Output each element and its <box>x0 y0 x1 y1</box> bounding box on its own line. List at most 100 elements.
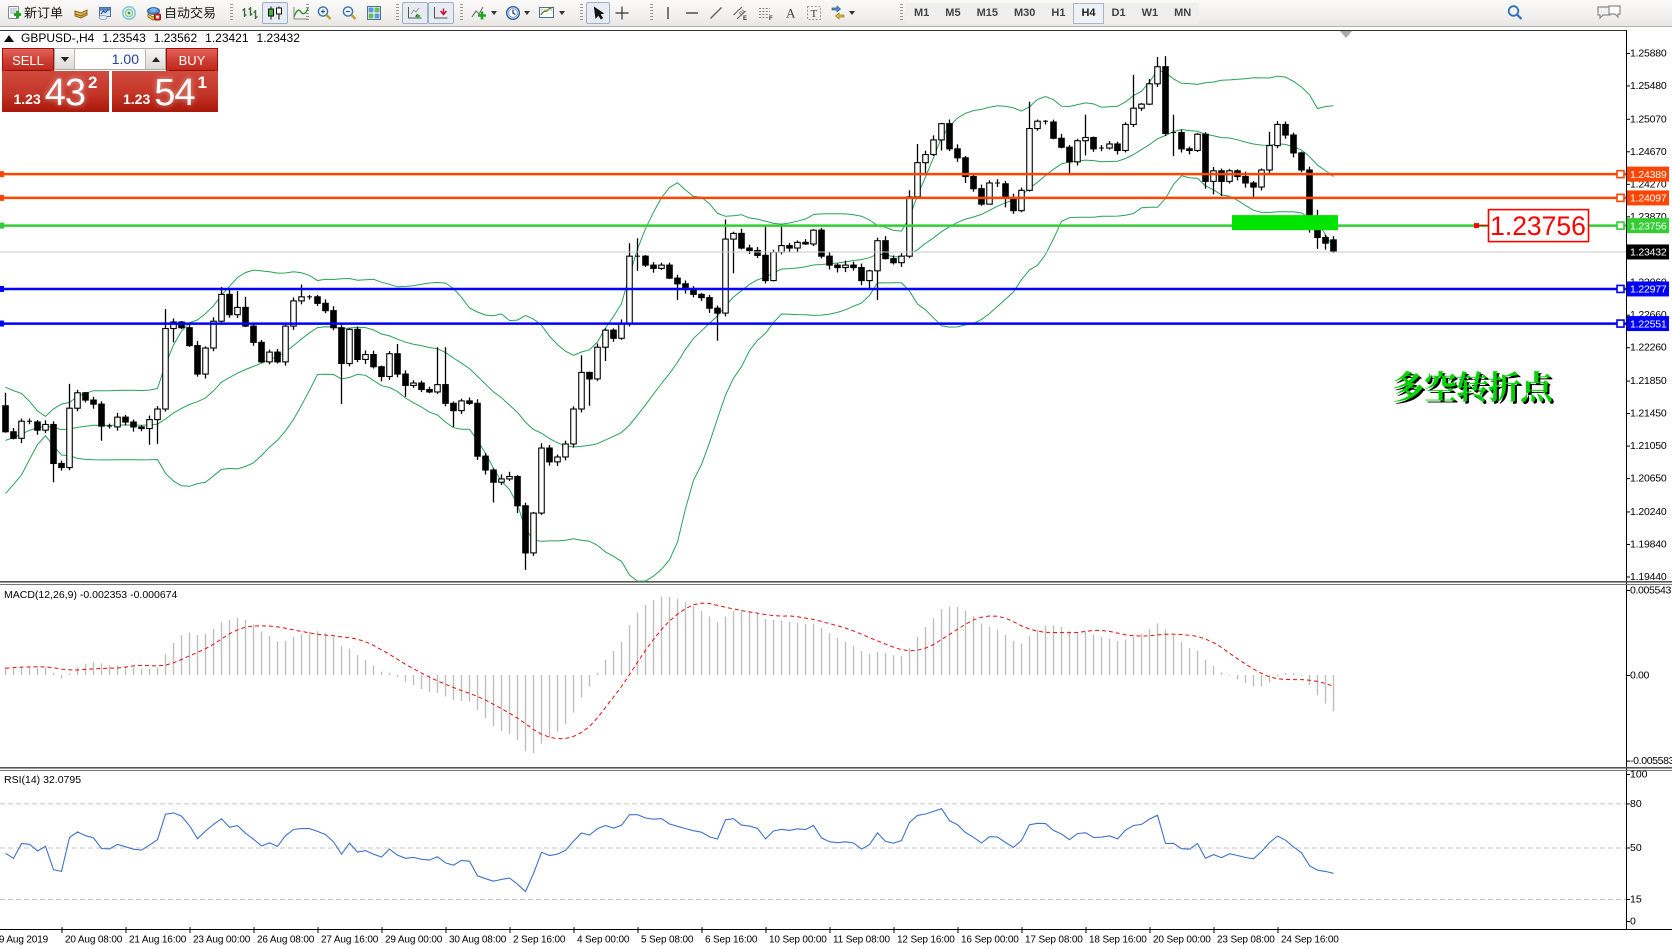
candle-bear[interactable] <box>322 302 329 312</box>
candle-bear[interactable] <box>34 421 41 431</box>
candle-bull[interactable] <box>562 443 569 458</box>
candle-bull[interactable] <box>658 264 665 269</box>
candle-bull[interactable] <box>42 423 49 431</box>
periods-button[interactable] <box>501 2 534 24</box>
candle-bear[interactable] <box>946 123 953 150</box>
candle-bear[interactable] <box>178 321 185 329</box>
candle-bear[interactable] <box>698 293 705 299</box>
candle-bull[interactable] <box>914 162 921 198</box>
candle-bear[interactable] <box>82 392 89 401</box>
timeframe-mn-button[interactable]: MN <box>1166 2 1200 24</box>
candle-bear[interactable] <box>258 341 265 363</box>
candle-bear[interactable] <box>442 384 449 404</box>
candle-bear[interactable] <box>354 328 361 360</box>
candle-bull[interactable] <box>722 238 729 314</box>
candle-bull[interactable] <box>1034 120 1041 130</box>
candle-bear[interactable] <box>1250 182 1257 188</box>
line-right-handle[interactable] <box>1616 284 1625 294</box>
candle-bear[interactable] <box>426 388 433 393</box>
candle-bear[interactable] <box>826 255 833 266</box>
trendline-button[interactable] <box>704 2 728 24</box>
line-right-handle[interactable] <box>1616 193 1625 203</box>
candle-bear[interactable] <box>122 416 129 423</box>
candle-bear[interactable] <box>674 277 681 285</box>
dropdown-caret-icon[interactable] <box>849 11 855 15</box>
timeframe-m1-button[interactable]: M1 <box>906 2 938 24</box>
candle-bull[interactable] <box>842 264 849 269</box>
sell-price-display[interactable]: 1.23 43 2 <box>2 71 109 112</box>
candle-bear[interactable] <box>738 232 745 249</box>
candle-bull[interactable] <box>1274 123 1281 147</box>
candle-bull[interactable] <box>170 321 177 330</box>
candle-bull[interactable] <box>1106 143 1113 149</box>
volume-input[interactable] <box>75 49 145 69</box>
candle-bull[interactable] <box>210 320 217 349</box>
candle-bull[interactable] <box>218 293 225 322</box>
channel-button[interactable]: E <box>728 2 753 24</box>
buy-button[interactable]: BUY <box>166 48 218 71</box>
candle-bear[interactable] <box>1114 143 1121 152</box>
candle-bear[interactable] <box>274 351 281 363</box>
candle-bear[interactable] <box>394 353 401 375</box>
buy-price-display[interactable]: 1.23 54 1 <box>112 71 218 112</box>
candle-bear[interactable] <box>490 469 497 483</box>
candle-bear[interactable] <box>666 264 673 279</box>
candle-bull[interactable] <box>498 478 505 483</box>
candle-bull[interactable] <box>986 182 993 205</box>
candle-bull[interactable] <box>1258 169 1265 188</box>
candle-bull[interactable] <box>1194 133 1201 152</box>
candle-bull[interactable] <box>1018 189 1025 212</box>
candle-bear[interactable] <box>1330 239 1337 253</box>
candle-bull[interactable] <box>154 408 161 421</box>
candle-bear[interactable] <box>1202 133 1209 182</box>
candle-bear[interactable] <box>650 264 657 269</box>
candle-bull[interactable] <box>778 245 785 253</box>
rsi-line[interactable] <box>5 808 1334 893</box>
candle-bull[interactable] <box>898 255 905 264</box>
candle-bear[interactable] <box>882 240 889 260</box>
candle-bear[interactable] <box>746 247 753 252</box>
candle-bull[interactable] <box>66 407 73 469</box>
candle-bear[interactable] <box>402 373 409 386</box>
candle-bear[interactable] <box>970 175 977 190</box>
candle-bear[interactable] <box>330 310 337 329</box>
candle-bear[interactable] <box>1002 183 1009 199</box>
candle-bear[interactable] <box>450 402 457 412</box>
candle-bull[interactable] <box>794 241 801 249</box>
candle-bull[interactable] <box>602 329 609 348</box>
candle-bear[interactable] <box>338 327 345 365</box>
candle-bear[interactable] <box>130 421 137 428</box>
chart-shift-marker-icon[interactable] <box>1340 31 1352 38</box>
candle-bear[interactable] <box>706 297 713 309</box>
candle-bull[interactable] <box>570 408 577 445</box>
candle-bull[interactable] <box>346 328 353 365</box>
candle-bear[interactable] <box>546 447 553 463</box>
bar-chart-button[interactable] <box>236 2 262 24</box>
candle-bear[interactable] <box>834 264 841 269</box>
vertical-line-button[interactable] <box>656 2 680 24</box>
bollinger-middle-band[interactable] <box>5 128 1334 448</box>
candle-bull[interactable] <box>1082 136 1089 142</box>
fibonacci-button[interactable]: F <box>753 2 778 24</box>
volume-increase-button[interactable] <box>145 49 165 69</box>
zoom-out-button[interactable] <box>337 2 362 24</box>
candle-bear[interactable] <box>1050 121 1057 139</box>
cursor-button[interactable] <box>586 2 610 24</box>
candle-bear[interactable] <box>1058 137 1065 148</box>
candle-bull[interactable] <box>410 382 417 386</box>
candle-bear[interactable] <box>2 405 9 433</box>
candle-bear[interactable] <box>610 329 617 339</box>
candle-bull[interactable] <box>146 419 153 430</box>
candle-bull[interactable] <box>434 384 441 393</box>
candle-bull[interactable] <box>538 447 545 514</box>
pane-separator[interactable] <box>0 581 1672 583</box>
macd-signal-line[interactable] <box>5 602 1334 740</box>
candle-bear[interactable] <box>954 148 961 159</box>
candle-bull[interactable] <box>530 512 537 554</box>
candle-bear[interactable] <box>1242 175 1249 184</box>
candle-bull[interactable] <box>730 232 737 240</box>
candle-bear[interactable] <box>1010 197 1017 212</box>
candle-bear[interactable] <box>1090 136 1097 150</box>
candle-bear[interactable] <box>858 267 865 282</box>
candle-bull[interactable] <box>362 353 369 360</box>
